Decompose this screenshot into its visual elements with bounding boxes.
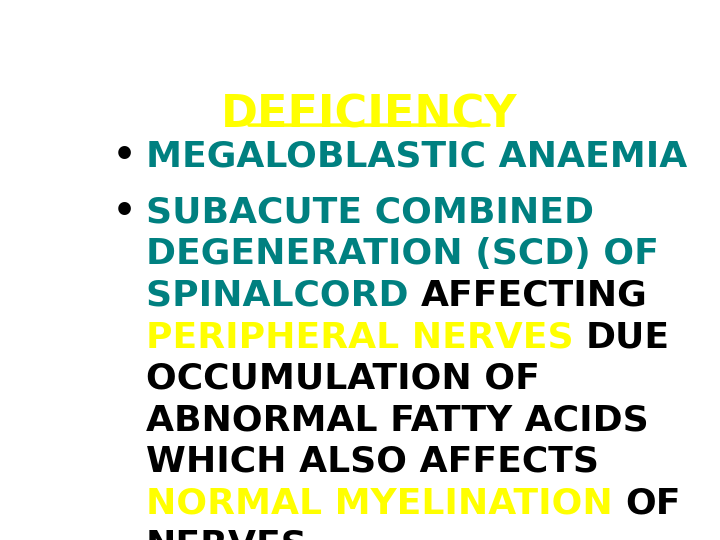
Text: DEGENERATION (SCD) OF: DEGENERATION (SCD) OF	[145, 237, 659, 271]
Text: NORMAL MYELINATION: NORMAL MYELINATION	[145, 487, 625, 521]
Text: ABNORMAL FATTY ACIDS: ABNORMAL FATTY ACIDS	[145, 403, 649, 437]
Text: PERIPHERAL NERVES: PERIPHERAL NERVES	[145, 320, 586, 354]
Text: SUBACUTE COMBINED: SUBACUTE COMBINED	[145, 195, 594, 230]
Text: WHICH ALSO AFFECTS: WHICH ALSO AFFECTS	[145, 445, 599, 479]
Text: •: •	[112, 139, 135, 173]
Text: AFFECTING: AFFECTING	[421, 279, 648, 313]
Text: DUE: DUE	[586, 320, 670, 354]
Text: OF: OF	[625, 487, 680, 521]
Text: SPINALCORD: SPINALCORD	[145, 279, 421, 313]
Text: OCCUMULATION OF: OCCUMULATION OF	[145, 362, 540, 396]
Text: DEFICIENCY: DEFICIENCY	[221, 94, 517, 137]
Text: MEGALOBLASTIC ANAEMIA: MEGALOBLASTIC ANAEMIA	[145, 139, 687, 173]
Text: •: •	[112, 195, 135, 230]
Text: NERVES: NERVES	[145, 528, 307, 540]
